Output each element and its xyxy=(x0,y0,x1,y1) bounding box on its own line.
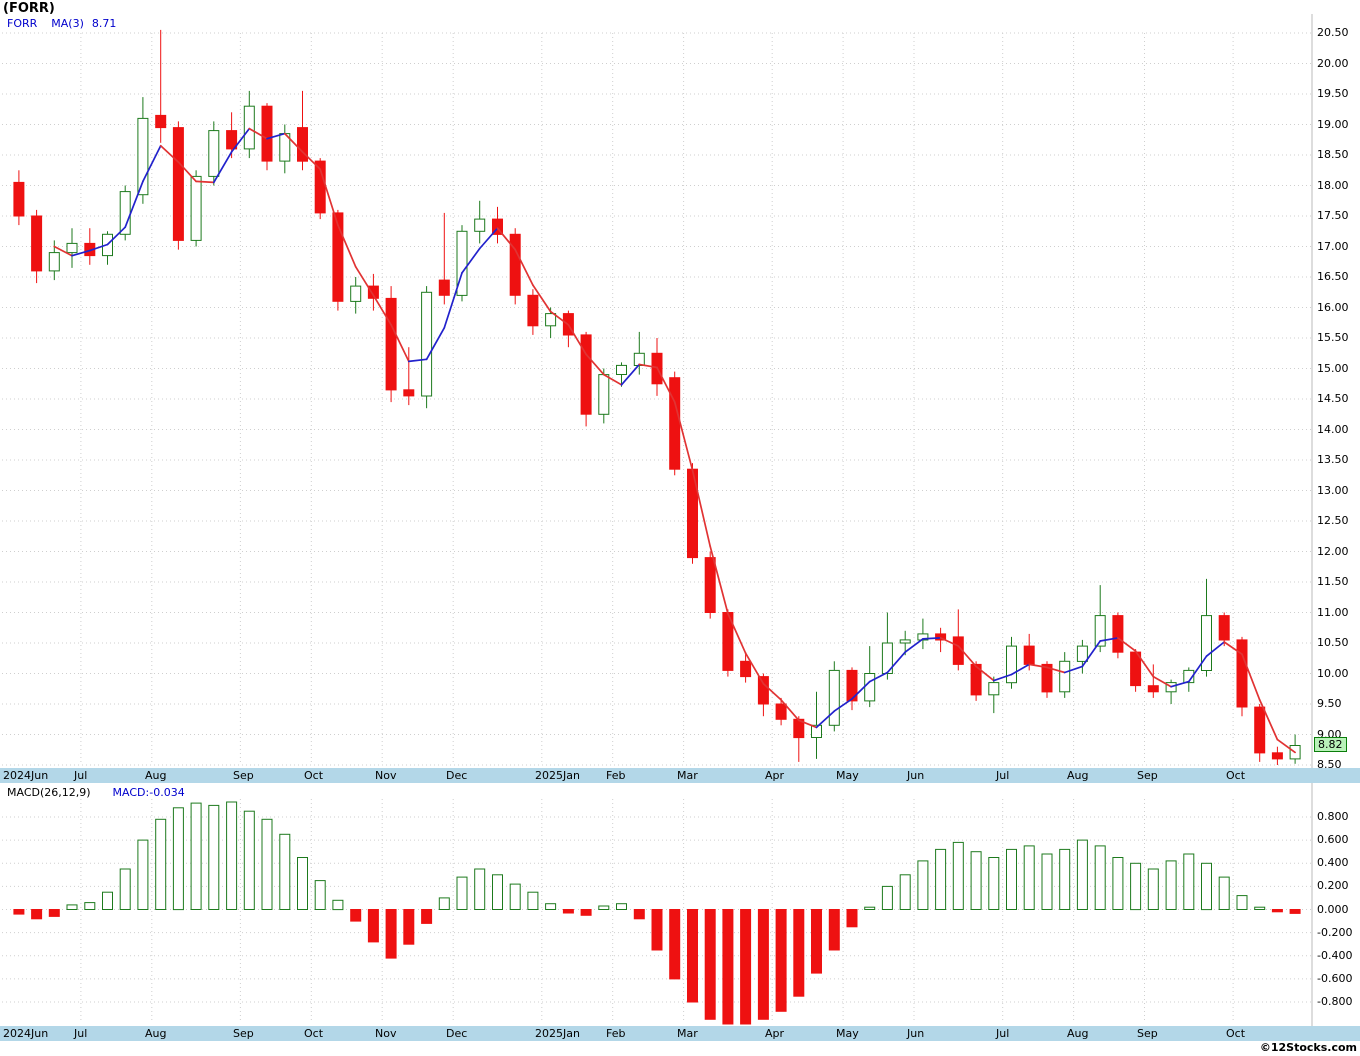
month-label: Sep xyxy=(233,1027,254,1040)
macd-axis-label: -0.800 xyxy=(1317,995,1353,1008)
month-label: Oct xyxy=(1226,769,1246,782)
month-label: Nov xyxy=(375,769,397,782)
macd-chart xyxy=(2,783,1313,1026)
price-axis-label: 15.50 xyxy=(1317,331,1349,344)
month-label: Sep xyxy=(233,769,254,782)
month-strip-bottom: 2024Jun Jul Aug Sep Oct Nov Dec 2025Jan Feb Mar Ap… xyxy=(0,1026,1360,1041)
month-label: 2025Jan xyxy=(535,1027,580,1040)
price-axis-label: 15.00 xyxy=(1317,361,1349,375)
month-label: Jul xyxy=(996,769,1010,782)
month-label: Oct xyxy=(1226,1027,1246,1040)
month-label: Apr xyxy=(765,769,785,782)
price-axis-label: 16.00 xyxy=(1317,300,1349,314)
macd-axis-label: 0.800 xyxy=(1317,810,1349,823)
month-label: Dec xyxy=(446,1027,468,1040)
price-axis-label: 13.50 xyxy=(1317,453,1349,466)
macd-axis-label: -0.400 xyxy=(1317,948,1353,962)
macd-axis-label: 0.200 xyxy=(1317,879,1349,893)
month-label: Oct xyxy=(304,1027,324,1040)
price-axis-label: 13.00 xyxy=(1317,483,1349,497)
macd-axis-label: -0.200 xyxy=(1317,925,1353,939)
month-label: Mar xyxy=(677,769,698,782)
legend-symbol: FORR xyxy=(7,17,38,30)
price-axis-label: 20.00 xyxy=(1317,56,1349,70)
month-label: Sep xyxy=(1137,769,1158,782)
month-label: Feb xyxy=(606,769,626,782)
price-axis-label: 14.50 xyxy=(1317,392,1349,405)
month-label: Jul xyxy=(74,769,88,782)
month-label: May xyxy=(836,769,859,782)
month-label: 2024Jun xyxy=(3,1027,49,1040)
price-axis-label: 16.50 xyxy=(1317,270,1349,283)
month-label: Aug xyxy=(1067,769,1089,782)
month-label: Sep xyxy=(1137,1027,1158,1040)
price-axis-label: 11.50 xyxy=(1317,575,1349,588)
month-label: Mar xyxy=(677,1027,698,1040)
price-axis-label: 18.00 xyxy=(1317,178,1349,192)
legend-ma-label: MA(3) xyxy=(51,17,84,30)
month-label: Jun xyxy=(907,769,925,782)
page-title: (FORR) xyxy=(3,1,55,16)
main-candlestick-chart xyxy=(2,14,1313,768)
price-axis-label: 14.00 xyxy=(1317,422,1349,436)
month-label: Aug xyxy=(145,769,167,782)
month-label: Dec xyxy=(446,769,468,782)
month-label: Aug xyxy=(1067,1027,1089,1040)
price-axis-label: 19.50 xyxy=(1317,87,1349,100)
price-axis-label: 17.50 xyxy=(1317,209,1349,222)
month-label: Jun xyxy=(907,1027,925,1040)
watermark: ©12Stocks.com xyxy=(1259,1041,1357,1054)
month-label: May xyxy=(836,1027,859,1040)
price-axis-label: 10.00 xyxy=(1317,666,1349,680)
month-label: Jul xyxy=(74,1027,88,1040)
main-chart-legend: FORR MA(3) 8.71 xyxy=(7,17,116,30)
price-axis-label: 9.50 xyxy=(1317,697,1342,710)
price-axis-label: 19.00 xyxy=(1317,117,1349,131)
price-axis-label: 10.50 xyxy=(1317,636,1349,649)
legend-ma-value: 8.71 xyxy=(91,17,117,30)
month-label: Jul xyxy=(996,1027,1010,1040)
month-label: Aug xyxy=(145,1027,167,1040)
macd-name: MACD(26,12,9) xyxy=(7,786,91,799)
macd-axis-label: -0.600 xyxy=(1317,971,1353,985)
last-price-tag: 8.82 xyxy=(1314,737,1347,753)
price-axis-label: 11.00 xyxy=(1317,605,1349,619)
month-label: Oct xyxy=(304,769,324,782)
month-label: Apr xyxy=(765,1027,785,1040)
macd-value: MACD:-0.034 xyxy=(112,786,185,799)
macd-axis-label: 0.600 xyxy=(1317,833,1349,847)
month-label: 2024Jun xyxy=(3,769,49,782)
price-axis-label: 12.50 xyxy=(1317,514,1349,527)
macd-axis-label: 0.000 xyxy=(1317,902,1349,916)
month-label: Feb xyxy=(606,1027,626,1040)
month-label: Nov xyxy=(375,1027,397,1040)
price-axis-label: 20.50 xyxy=(1317,26,1349,39)
macd-legend: MACD(26,12,9) MACD:-0.034 xyxy=(7,786,185,799)
macd-axis-label: 0.400 xyxy=(1317,856,1349,870)
price-axis-label: 17.00 xyxy=(1317,239,1349,253)
month-label: 2025Jan xyxy=(535,769,580,782)
month-strip-top: 2024Jun Jul Aug Sep Oct Nov Dec 2025Jan Feb Mar Ap… xyxy=(0,768,1360,783)
price-axis-label: 12.00 xyxy=(1317,544,1349,558)
price-axis-label: 18.50 xyxy=(1317,148,1349,161)
